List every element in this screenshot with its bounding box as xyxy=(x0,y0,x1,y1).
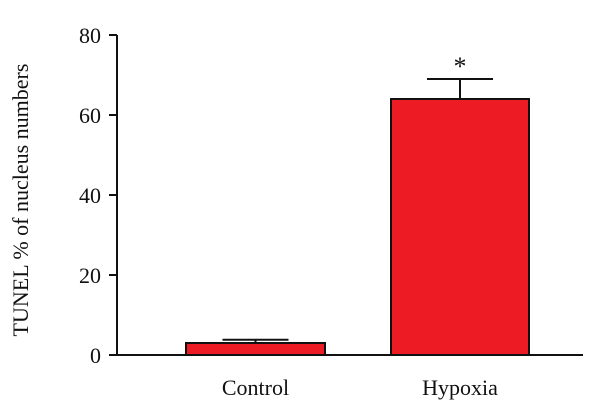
bar-hypoxia xyxy=(390,98,530,356)
y-tick-label: 0 xyxy=(90,343,101,368)
y-tick-label: 20 xyxy=(79,263,101,288)
y-tick-label: 40 xyxy=(79,183,101,208)
y-tick-label: 60 xyxy=(79,103,101,128)
x-category-label: Hypoxia xyxy=(422,375,498,400)
x-category-label: Control xyxy=(222,375,289,400)
y-tick-label: 80 xyxy=(79,23,101,48)
plot-area: 0 20 40 60 80 Control * Hypoxia xyxy=(79,23,583,400)
bar-control xyxy=(185,342,326,356)
y-axis-title: TUNEL % of nucleus numbers xyxy=(8,64,33,337)
significance-marker: * xyxy=(454,52,467,81)
